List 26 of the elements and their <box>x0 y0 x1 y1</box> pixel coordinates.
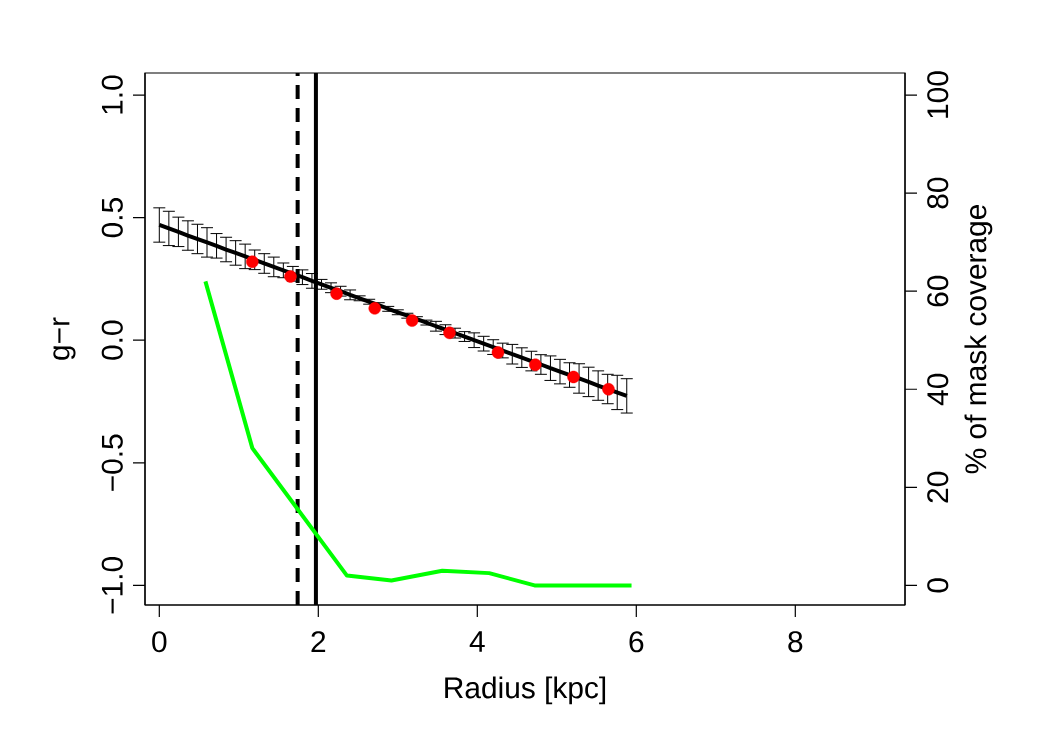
line-series <box>203 279 634 588</box>
y2-tick-label: 20 <box>927 471 949 503</box>
x-tick-label: 8 <box>788 631 803 653</box>
y-tick-label: 1.0 <box>101 75 123 114</box>
point <box>602 383 615 396</box>
point <box>368 302 381 315</box>
point <box>567 370 580 384</box>
y-tick-label: 0.5 <box>101 198 123 238</box>
x-axis-title: Radius [kpc] <box>445 676 606 705</box>
x-tick-label: 2 <box>311 631 326 653</box>
y-tick-label: 0.0 <box>101 320 123 360</box>
point <box>405 314 419 327</box>
y-tick-label: −1.0 <box>101 557 123 614</box>
y2-tick-label: 0 <box>927 578 949 593</box>
y2-axis-title: % of mask coverage <box>964 204 993 474</box>
y-tick-label: −0.5 <box>101 434 123 491</box>
x-tick-label: 6 <box>629 631 644 653</box>
y2-tick-label: 80 <box>927 177 949 209</box>
y2-tick-label: 40 <box>927 373 949 406</box>
point <box>330 287 343 300</box>
point <box>443 326 456 340</box>
y2-tick-label: 100 <box>927 71 949 118</box>
y2-tick-label: 60 <box>927 275 949 307</box>
y-axis-title: g−r <box>53 317 76 360</box>
x-tick-label: 4 <box>469 631 485 652</box>
x-tick-label: 0 <box>152 631 167 653</box>
